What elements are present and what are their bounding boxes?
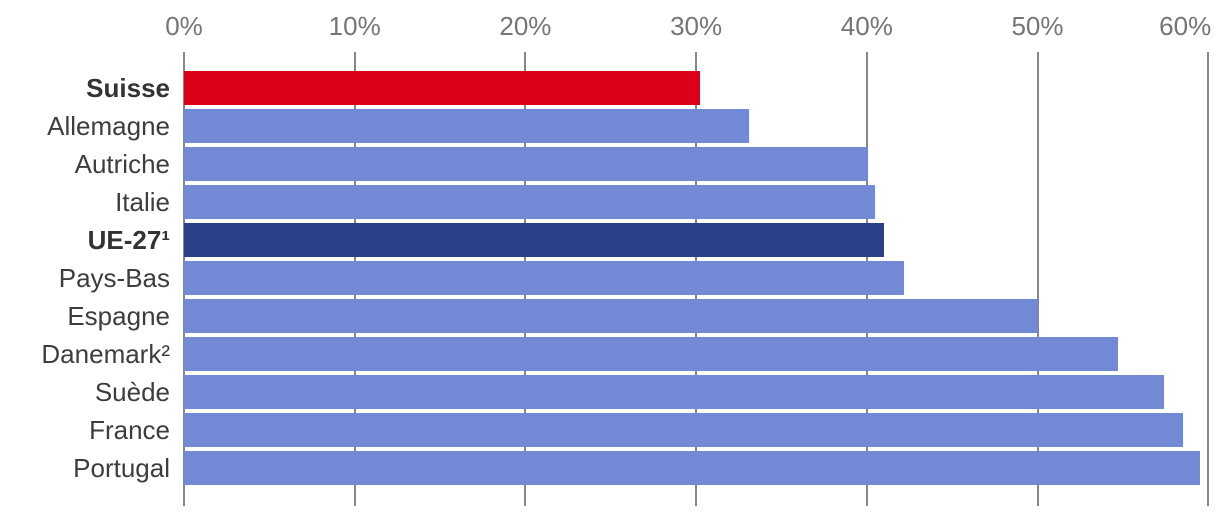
x-tick-label-30%: 30%	[670, 11, 723, 41]
bar-ue-27-	[184, 223, 884, 257]
bar-su-de	[184, 375, 1164, 409]
category-labels: Suisse Allemagne Autriche Italie UE-27¹ Pays-…	[0, 0, 170, 516]
category-label-italie: Italie	[115, 187, 170, 217]
bar-autriche	[184, 147, 867, 181]
bar-italie	[184, 185, 876, 219]
plot-area	[183, 52, 1220, 506]
bar-espagne	[184, 299, 1038, 333]
bar-danemark-	[184, 337, 1118, 371]
category-label-allemagne: Allemagne	[47, 111, 170, 141]
bar-allemagne	[184, 109, 750, 143]
category-label-danemark-: Danemark²	[41, 339, 170, 369]
category-label-pays-bas: Pays-Bas	[58, 263, 170, 293]
category-label-france: France	[89, 415, 170, 445]
category-label-ue-27-: UE-27¹	[87, 225, 170, 255]
gridline-60%	[1207, 52, 1210, 506]
category-label-espagne: Espagne	[67, 301, 170, 331]
category-label-autriche: Autriche	[74, 149, 170, 179]
bar-portugal	[184, 451, 1200, 485]
x-tick-label-60%: 60%	[1159, 11, 1212, 41]
bar-france	[184, 413, 1183, 447]
x-tick-label-50%: 50%	[1011, 11, 1064, 41]
x-tick-label-20%: 20%	[499, 11, 552, 41]
bar-suisse	[184, 71, 700, 105]
x-axis: 0% 10% 20% 30% 40% 50% 60%	[0, 0, 1220, 52]
category-label-portugal: Portugal	[73, 453, 170, 483]
x-tick-label-40%: 40%	[840, 11, 893, 41]
bar-pays-bas	[184, 261, 905, 295]
gridline-50%	[1036, 52, 1039, 506]
x-tick-label-0%: 0%	[165, 11, 203, 41]
category-label-suisse: Suisse	[86, 73, 170, 103]
x-tick-label-10%: 10%	[328, 11, 381, 41]
category-label-su-de: Suède	[94, 377, 170, 407]
